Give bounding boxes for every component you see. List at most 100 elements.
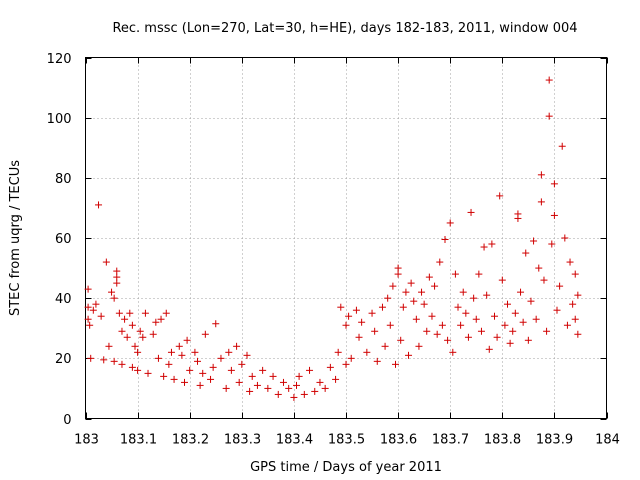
data-point [300, 390, 308, 398]
data-point [191, 348, 199, 356]
data-point [509, 327, 517, 335]
y-tick-label: 60 [55, 232, 72, 247]
data-point [511, 309, 519, 317]
data-point [108, 288, 116, 296]
y-tick-label: 40 [55, 292, 72, 307]
data-point [86, 321, 94, 329]
data-point [345, 312, 353, 320]
data-point [462, 309, 470, 317]
data-point [337, 303, 345, 311]
y-tick-label: 120 [47, 52, 72, 67]
data-point [311, 387, 319, 395]
data-point [550, 211, 558, 219]
data-point [556, 282, 564, 290]
data-point [139, 333, 147, 341]
data-point [397, 336, 405, 344]
data-point [405, 351, 413, 359]
y-tick-label: 100 [47, 112, 72, 127]
data-point [212, 320, 220, 328]
data-point [154, 354, 162, 362]
data-point [175, 342, 183, 350]
data-point [321, 384, 329, 392]
grid-lines [85, 57, 607, 419]
data-point [144, 369, 152, 377]
data-point [566, 258, 574, 266]
data-point [233, 342, 241, 350]
x-tick-label: 183.2 [172, 433, 209, 448]
data-point [238, 360, 246, 368]
data-point [381, 342, 389, 350]
data-point [110, 294, 118, 302]
data-point [222, 384, 230, 392]
data-point [183, 336, 191, 344]
data-point [433, 330, 441, 338]
x-tick-label: 183.3 [224, 433, 261, 448]
data-point [391, 360, 399, 368]
x-tick-label: 183.4 [276, 433, 313, 448]
data-point [446, 219, 454, 227]
data-point [134, 366, 142, 374]
data-point [561, 234, 569, 242]
data-point [170, 375, 178, 383]
data-points [84, 76, 582, 401]
data-point [152, 318, 160, 326]
data-point [483, 291, 491, 299]
data-point [118, 327, 126, 335]
data-point [128, 321, 136, 329]
data-point [410, 297, 418, 305]
y-tick-label: 80 [55, 172, 72, 187]
data-point [128, 363, 136, 371]
data-point [243, 351, 251, 359]
data-point [136, 327, 144, 335]
data-point [464, 333, 472, 341]
data-point [420, 300, 428, 308]
data-point [97, 312, 105, 320]
data-point [285, 384, 293, 392]
x-tick-label: 183.8 [484, 433, 521, 448]
data-point [134, 348, 142, 356]
data-point [253, 381, 261, 389]
data-point [102, 258, 110, 266]
data-point [165, 360, 173, 368]
data-point [480, 243, 488, 251]
data-point [306, 366, 314, 374]
data-point [334, 348, 342, 356]
data-point [402, 288, 410, 296]
data-point [574, 330, 582, 338]
data-point [543, 327, 551, 335]
data-point [412, 315, 420, 323]
data-point [295, 372, 303, 380]
data-point [113, 273, 121, 281]
data-point [394, 270, 402, 278]
data-point [113, 267, 121, 275]
x-tick-label: 183.5 [328, 433, 365, 448]
data-point [571, 315, 579, 323]
data-point [235, 378, 243, 386]
data-point [178, 351, 186, 359]
data-point [394, 264, 402, 272]
data-point [113, 279, 121, 287]
data-point [131, 342, 139, 350]
data-point [550, 180, 558, 188]
data-point [196, 381, 204, 389]
data-point [100, 356, 108, 364]
data-point [428, 312, 436, 320]
data-point [199, 369, 207, 377]
data-point [449, 348, 457, 356]
data-point [431, 282, 439, 290]
data-point [92, 300, 100, 308]
data-point [418, 288, 426, 296]
data-point [225, 348, 233, 356]
data-point [248, 372, 256, 380]
data-point [279, 378, 287, 386]
data-point [105, 342, 113, 350]
data-point [126, 309, 134, 317]
data-point [207, 375, 215, 383]
data-point [514, 214, 522, 222]
data-point [441, 236, 449, 244]
data-point [527, 297, 535, 305]
data-point [371, 327, 379, 335]
data-point [157, 315, 165, 323]
data-point [477, 327, 485, 335]
data-point [87, 354, 95, 362]
